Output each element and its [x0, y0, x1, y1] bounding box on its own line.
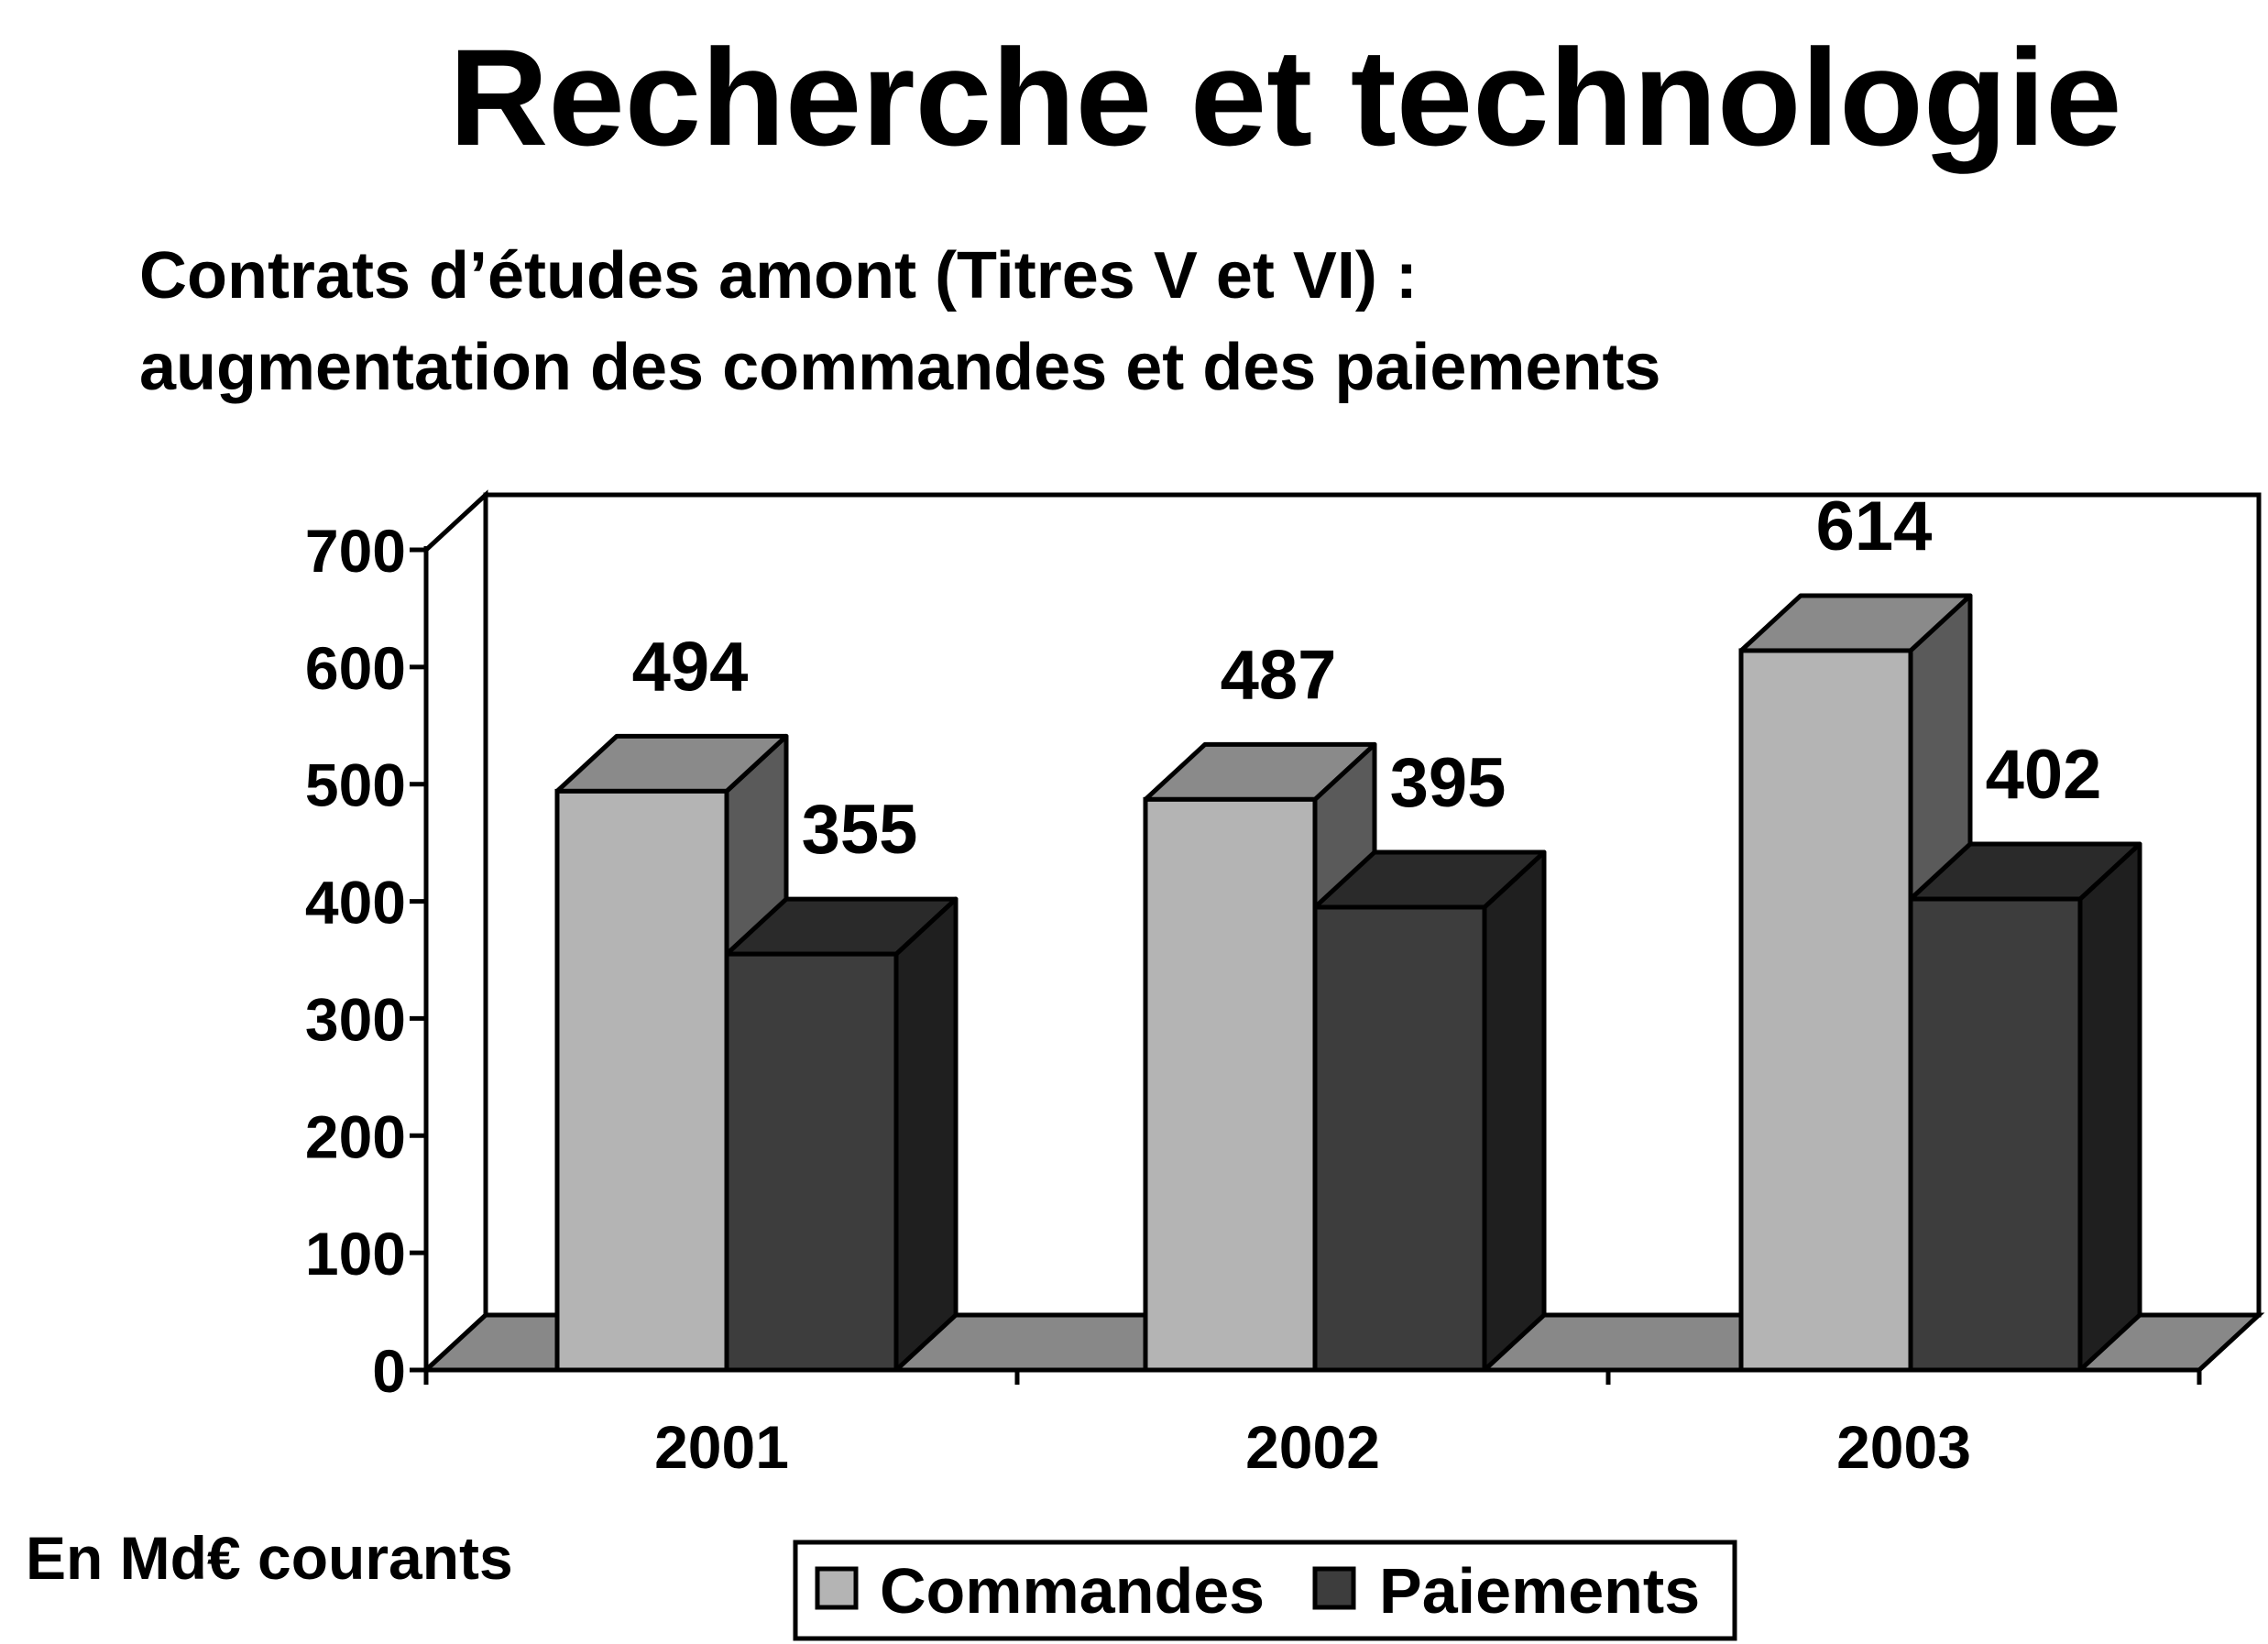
- bar-front-face: [1143, 796, 1318, 1373]
- unit-note: En Md€ courants: [26, 1524, 513, 1592]
- bar-front-face: [554, 788, 729, 1373]
- y-tick-label: 400: [305, 869, 406, 937]
- bar-side-face: [1482, 849, 1547, 1373]
- y-tick-label: 0: [372, 1337, 406, 1405]
- y-tick-label: 200: [305, 1102, 406, 1170]
- data-label-paiements-2002: 395: [1390, 744, 1507, 822]
- y-axis: 0 100 200 300 400 500 600 700: [305, 517, 429, 1405]
- chart-subtitle-line-1: Contrats d’études amont (Titres V et VI)…: [139, 239, 1418, 312]
- y-tick-label: 600: [305, 634, 406, 702]
- y-tick-label: 300: [305, 985, 406, 1053]
- bar-front-face: [1738, 648, 1913, 1373]
- bars-group: [554, 593, 2142, 1373]
- page-title: Recherche et technologie: [449, 20, 2122, 174]
- bar-front-face: [1908, 896, 2083, 1373]
- y-tick-label: 700: [305, 517, 406, 585]
- chart-side-wall: [423, 489, 488, 1375]
- y-tick-label: 100: [305, 1220, 406, 1288]
- legend-item-commandes: Commandes: [815, 1555, 1265, 1627]
- bar-paiements-2001: [724, 896, 959, 1373]
- bar-side-face: [2077, 841, 2142, 1373]
- legend: Commandes Paiements: [793, 1540, 1737, 1641]
- bar-front-face: [724, 951, 899, 1373]
- bar-paiements-2003: [1908, 841, 2142, 1373]
- x-tick-label: 2001: [654, 1413, 789, 1481]
- legend-label: Commandes: [880, 1555, 1265, 1627]
- x-tick-label: 2002: [1245, 1413, 1380, 1481]
- x-tick-label: 2003: [1836, 1413, 1971, 1481]
- data-label-paiements-2001: 355: [802, 791, 918, 869]
- legend-swatch: [1312, 1566, 1356, 1610]
- legend-item-paiements: Paiements: [1312, 1555, 1700, 1627]
- data-label-commandes-2002: 487: [1221, 636, 1337, 714]
- legend-box: [793, 1540, 1737, 1641]
- data-labels-group: 494 355 487 395 614 402: [632, 488, 2102, 869]
- y-tick-label: 500: [305, 751, 406, 819]
- chart-subtitle-line-2: augmentation des commandes et des paieme…: [139, 331, 1661, 404]
- legend-swatch: [815, 1566, 859, 1610]
- data-label-paiements-2003: 402: [1986, 736, 2102, 814]
- bar-front-face: [1312, 904, 1487, 1373]
- data-label-commandes-2001: 494: [632, 628, 749, 706]
- bar-paiements-2002: [1312, 849, 1547, 1373]
- data-label-commandes-2003: 614: [1816, 488, 1933, 565]
- x-axis: 2001 2002 2003: [422, 1367, 2202, 1481]
- bar-side-face: [893, 896, 959, 1373]
- legend-label: Paiements: [1379, 1555, 1700, 1627]
